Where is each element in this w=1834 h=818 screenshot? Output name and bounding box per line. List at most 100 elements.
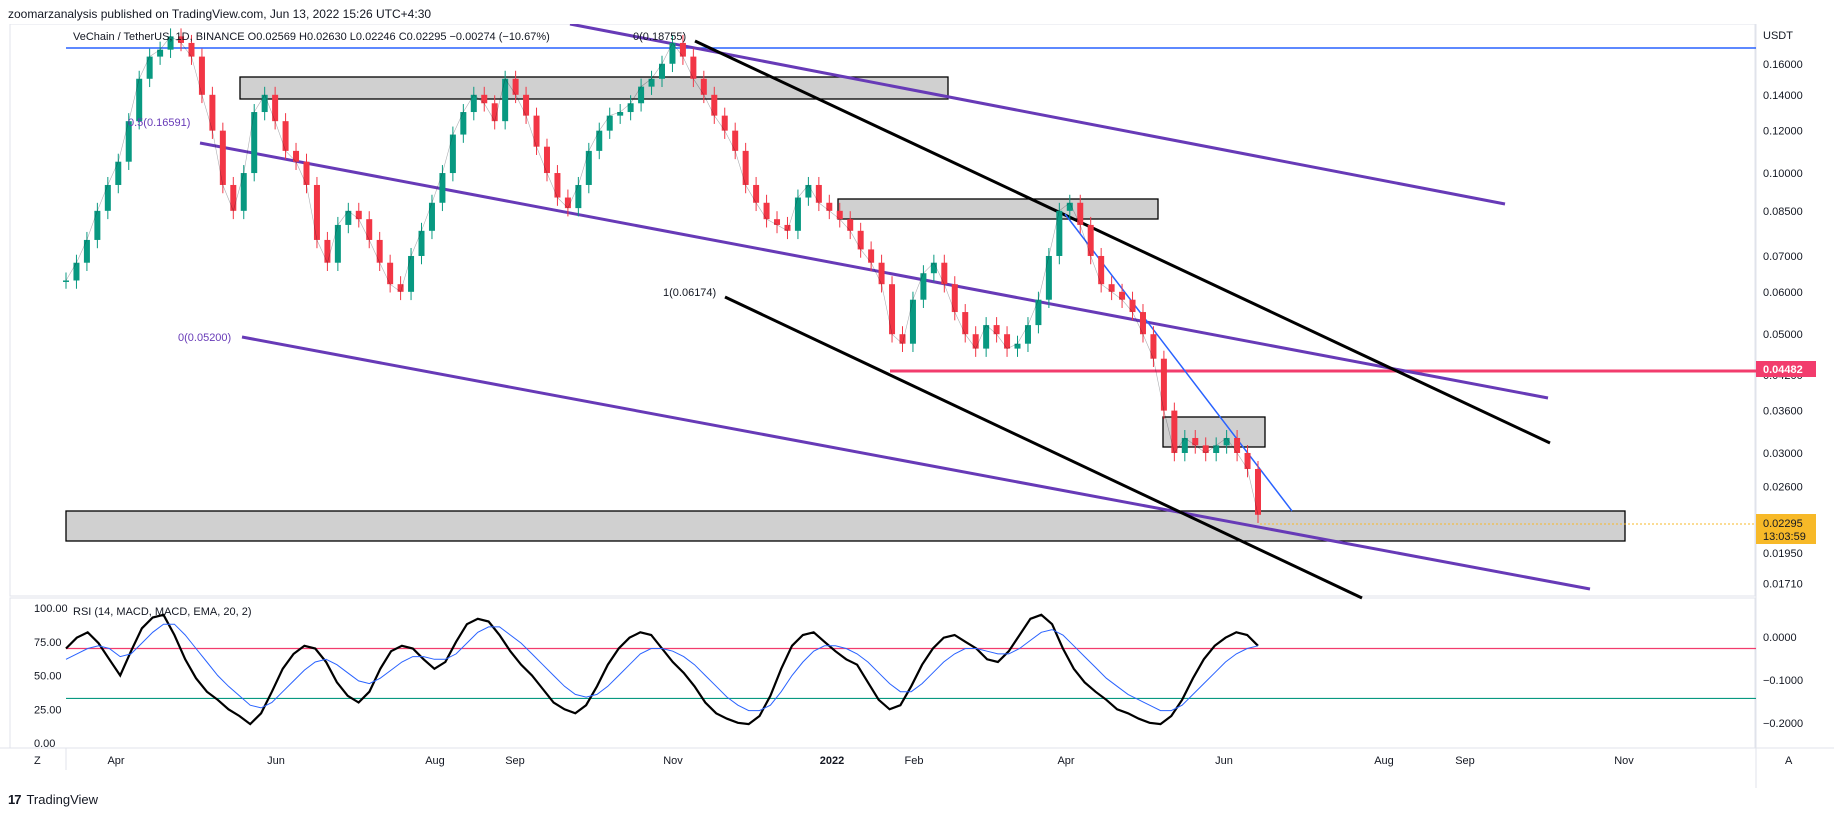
- candle-body: [387, 262, 394, 285]
- candle-body: [543, 146, 550, 174]
- fib-label-half: 0.5(0.16591): [128, 117, 190, 129]
- macd-tick-label: −0.2000: [1763, 718, 1803, 730]
- candle-body: [753, 184, 760, 203]
- candle-body: [774, 219, 781, 225]
- candle-body: [219, 130, 226, 185]
- chart-svg[interactable]: VeChain / TetherUS, 1D, BINANCE O0.02569…: [0, 22, 1834, 788]
- candle-body: [679, 42, 686, 57]
- rsi-tick-label: 50.00: [34, 671, 62, 683]
- candle-body: [376, 239, 383, 263]
- rsi-tick-label: 75.00: [34, 637, 62, 649]
- candle-body: [1192, 437, 1199, 446]
- countdown-value: 13:03:59: [1763, 531, 1806, 543]
- candle-body: [334, 224, 341, 263]
- candle-body: [1150, 334, 1157, 359]
- candle-body: [962, 312, 969, 335]
- time-tick-label: Aug: [425, 755, 445, 767]
- candle-body: [899, 334, 906, 344]
- candle-body: [470, 94, 477, 113]
- demand-zone-bottom[interactable]: [65, 510, 1626, 542]
- price-tick-label: 0.07000: [1763, 251, 1803, 263]
- time-tick-label: Sep: [1455, 755, 1475, 767]
- candle-body: [554, 173, 561, 198]
- black-trend-lower[interactable]: [724, 295, 1363, 600]
- candle-body: [1087, 224, 1094, 256]
- candle-body: [83, 239, 90, 263]
- candle-body: [972, 334, 979, 349]
- candle-body: [272, 94, 279, 122]
- candle-body: [125, 121, 132, 162]
- candle-body: [178, 36, 185, 43]
- chart-frame[interactable]: VeChain / TetherUS, 1D, BINANCE O0.02569…: [0, 22, 1834, 788]
- candle-body: [638, 86, 645, 104]
- candle-body: [930, 262, 937, 274]
- time-tick-label: Nov: [1614, 755, 1634, 767]
- candle-body: [303, 161, 310, 185]
- time-tick-label: Feb: [905, 755, 924, 767]
- fib-label-one: 1(0.06174): [663, 287, 716, 299]
- rsi-left-axis: 100.00 75.00 50.00 25.00 0.00: [34, 603, 68, 750]
- black-trend-upper[interactable]: [694, 39, 1551, 445]
- candle-body: [1024, 325, 1031, 344]
- candle-body: [700, 78, 707, 95]
- time-axis[interactable]: Apr Jun Aug Sep Nov 2022 Feb Apr Jun Aug Sep Nov: [107, 755, 1634, 767]
- candle-body: [282, 121, 289, 151]
- candle-body: [188, 42, 195, 57]
- price-tick-label: 0.01710: [1763, 579, 1803, 591]
- candle-body: [418, 230, 425, 256]
- price-axis[interactable]: 0.16000 0.14000 0.12000 0.10000 0.08500 0.070…: [1763, 59, 1803, 591]
- candle-body: [449, 134, 456, 174]
- candle-body: [659, 63, 665, 79]
- time-tick-label: Jun: [1215, 755, 1233, 767]
- candle-body: [1181, 437, 1188, 453]
- rsi-pane-border: [9, 597, 1756, 749]
- price-tick-label: 0.03600: [1763, 406, 1803, 418]
- candle-body: [491, 103, 498, 122]
- candle-body: [826, 202, 833, 211]
- support-level-tag: [1756, 361, 1816, 377]
- candle-body: [868, 249, 875, 263]
- candle-body: [167, 36, 174, 50]
- supply-zone-small[interactable]: [1162, 416, 1266, 448]
- price-tick-label: 0.06000: [1763, 287, 1803, 299]
- candle-body: [784, 224, 791, 231]
- axis-corner-right[interactable]: A: [1785, 755, 1793, 767]
- time-tick-label: Sep: [505, 755, 525, 767]
- candle-body: [836, 210, 843, 220]
- candle-body: [575, 184, 582, 209]
- rsi-right-axis: 0.0000 −0.1000 −0.2000: [1763, 632, 1803, 730]
- axis-corner-left[interactable]: Z: [34, 755, 41, 767]
- channel-lower-line[interactable]: [241, 335, 1591, 591]
- supply-zone-top[interactable]: [239, 76, 949, 100]
- time-tick-label: Aug: [1374, 755, 1394, 767]
- main-pane-border: [9, 23, 1756, 597]
- candle-body: [1202, 445, 1209, 453]
- candle-body: [627, 103, 634, 113]
- time-tick-label: 2022: [820, 755, 844, 767]
- candle-body: [889, 284, 896, 335]
- rsi-series: [65, 613, 1259, 726]
- time-tick-label: Nov: [663, 755, 683, 767]
- price-tick-label: 0.16000: [1763, 59, 1803, 71]
- candle-body: [1108, 284, 1115, 292]
- currency-label: USDT: [1763, 30, 1793, 42]
- candle-body: [857, 230, 864, 250]
- candle-body: [596, 130, 603, 151]
- price-tick-label: 0.08500: [1763, 206, 1803, 218]
- candle-body: [941, 262, 948, 285]
- candle-body: [261, 94, 268, 113]
- supply-zone-mid[interactable]: [837, 198, 1159, 220]
- candle-body: [198, 56, 205, 95]
- candle-body: [115, 161, 122, 185]
- price-close-line: [65, 36, 1259, 515]
- channel-middle-line[interactable]: [199, 141, 1549, 400]
- last-price-value: 0.02295: [1763, 518, 1803, 530]
- candle-body: [1255, 469, 1261, 515]
- publish-line: zoomarzanalysis published on TradingView…: [8, 7, 432, 21]
- candle-body: [293, 150, 300, 162]
- candle-body: [794, 197, 801, 231]
- candle-body: [502, 78, 509, 122]
- candle-body: [1056, 210, 1063, 256]
- candle-body: [1098, 255, 1105, 285]
- candle-body: [1234, 437, 1241, 453]
